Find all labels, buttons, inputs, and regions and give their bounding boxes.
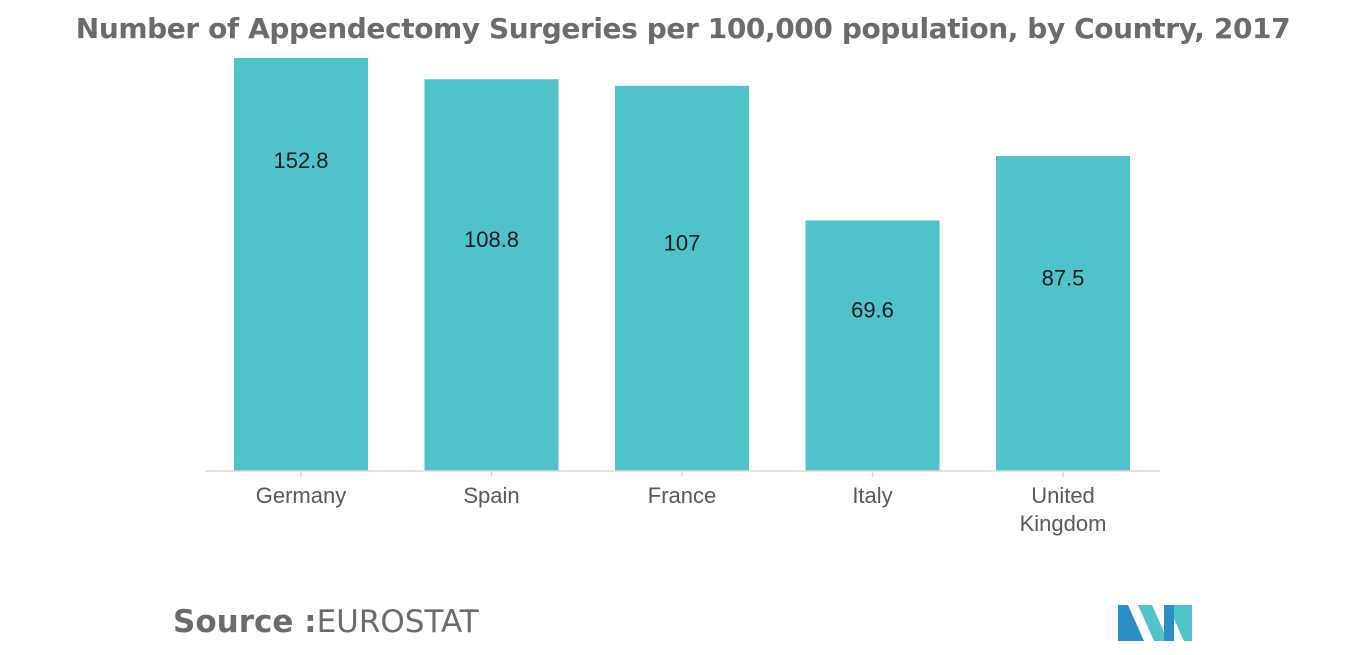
source-note: Source :EUROSTAT <box>173 604 479 640</box>
bar-chart: 152.8 108.8 107 69.6 87.5 Germany Spain France… <box>205 58 1160 536</box>
logo-shape-right <box>1164 605 1174 641</box>
source-value: EUROSTAT <box>316 604 479 640</box>
logo-shape-left <box>1118 605 1144 641</box>
category-label-4-line-1: Kingdom <box>1020 511 1107 536</box>
data-label-0: 152.8 <box>273 148 328 173</box>
logo-shape-right-accent <box>1174 605 1192 641</box>
logo-shape-mid <box>1138 605 1168 641</box>
source-label: Source : <box>173 604 317 640</box>
bar-2 <box>615 85 749 472</box>
category-label-0: Germany <box>256 483 346 508</box>
category-label-3: Italy <box>852 483 892 508</box>
bar-4 <box>996 156 1130 471</box>
data-label-2: 107 <box>664 230 701 255</box>
data-label-1: 108.8 <box>464 227 519 252</box>
bar-1 <box>424 79 559 471</box>
brand-logo <box>1118 605 1192 641</box>
x-ticks-layer <box>300 471 1064 477</box>
category-label-1: Spain <box>463 483 519 508</box>
bar-3 <box>805 220 940 471</box>
category-label-2: France <box>648 483 716 508</box>
data-labels-layer: 152.8 108.8 107 69.6 87.5 <box>273 148 1084 323</box>
chart-title: Number of Appendectomy Surgeries per 100… <box>75 12 1291 45</box>
category-labels-layer: Germany Spain France Italy United Kingdom <box>256 483 1107 536</box>
category-label-4-line-0: United <box>1031 483 1095 508</box>
data-label-4: 87.5 <box>1042 266 1085 291</box>
bars-layer <box>234 58 1130 472</box>
bar-0 <box>234 58 368 471</box>
data-label-3: 69.6 <box>851 298 894 323</box>
